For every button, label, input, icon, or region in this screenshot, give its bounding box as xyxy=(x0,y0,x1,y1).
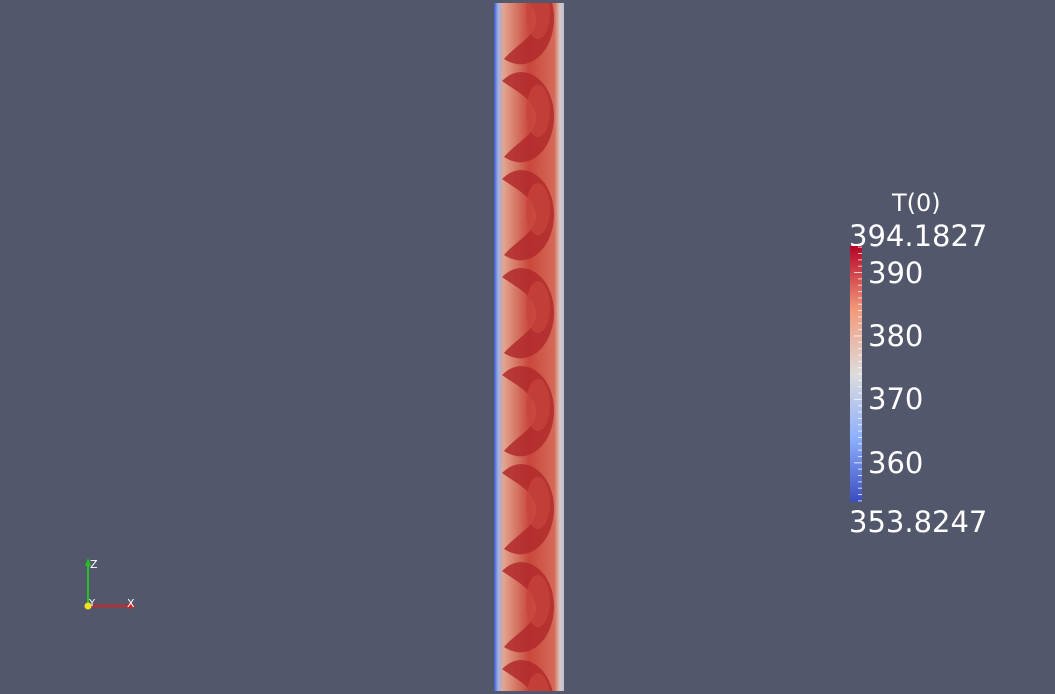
plume-core xyxy=(526,85,550,137)
axis-z-label: Z xyxy=(90,558,98,571)
plume-core xyxy=(526,575,550,627)
temperature-field-render xyxy=(494,3,564,691)
colorbar-tick-label: 370 xyxy=(868,382,924,417)
colorbar-min-label: 353.8247 xyxy=(849,505,988,539)
colorbar-max-label: 394.1827 xyxy=(849,219,988,253)
plume-core xyxy=(526,183,550,235)
colorbar-tick-label: 390 xyxy=(868,255,924,290)
plume-core xyxy=(526,673,550,691)
color-legend: T(0) 394.1827 390 380 370 360 353.8247 xyxy=(849,190,1049,540)
colorbar-gradient xyxy=(850,246,862,502)
axis-x-label: X xyxy=(127,597,135,610)
colorbar-tick-label: 360 xyxy=(868,445,924,480)
colorbar-tick-label: 380 xyxy=(868,318,924,353)
axis-y-label: Y xyxy=(88,598,96,609)
plume-core xyxy=(526,3,550,39)
plume-core xyxy=(526,379,550,431)
colorbar-title: T(0) xyxy=(892,189,941,217)
plume-core xyxy=(526,477,550,529)
orientation-axes-icon: Z Y X xyxy=(84,558,136,610)
plume-core xyxy=(526,281,550,333)
